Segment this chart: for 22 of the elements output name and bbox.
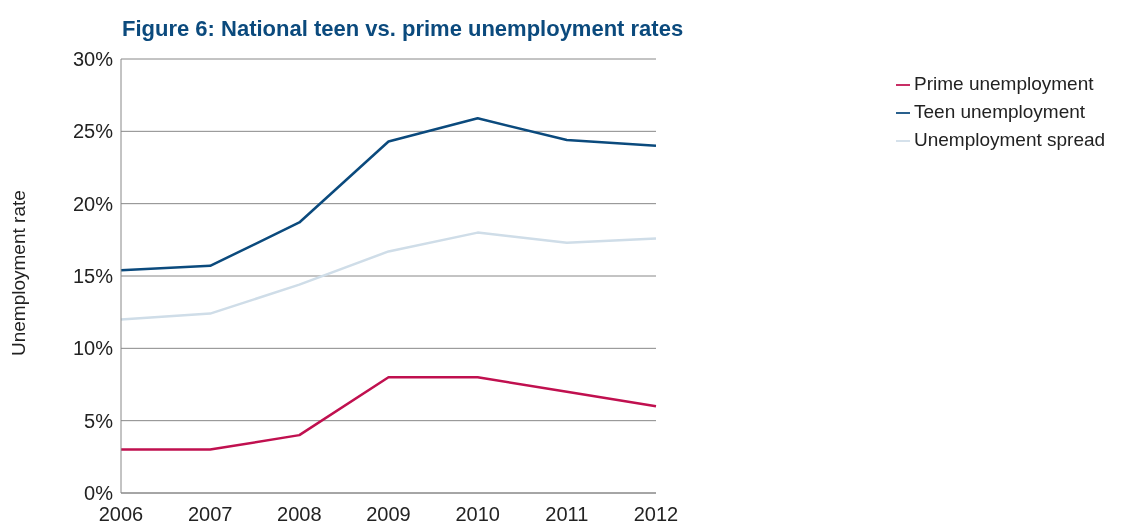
y-axis-title: Unemployment rate [7, 190, 29, 356]
y-tick-label: 30% [72, 48, 114, 71]
y-tick-label: 15% [72, 265, 114, 288]
y-tick-label: 25% [72, 120, 114, 143]
x-tick-label: 2011 [545, 503, 589, 526]
x-tick-label: 2008 [277, 503, 322, 526]
y-tick-label: 5% [84, 409, 114, 432]
legend-label: Unemployment spread [914, 129, 1106, 150]
x-tick-label: 2006 [98, 503, 144, 526]
line-series [119, 376, 658, 451]
x-tick-label: 2010 [455, 503, 500, 526]
line-series [119, 231, 658, 321]
y-tick-label: 0% [84, 482, 114, 505]
legend-label: Teen unemployment [914, 101, 1086, 122]
y-tick-label: 20% [72, 192, 114, 215]
x-tick-label: 2009 [366, 503, 411, 526]
legend-label: Prime unemployment [914, 73, 1094, 94]
y-tick-label: 10% [72, 337, 114, 360]
line-series [119, 117, 658, 272]
x-tick-label: 2007 [187, 503, 233, 526]
x-tick-label: 2012 [633, 503, 679, 526]
chart-title: Figure 6: National teen vs. prime unemployment rates [122, 16, 684, 42]
